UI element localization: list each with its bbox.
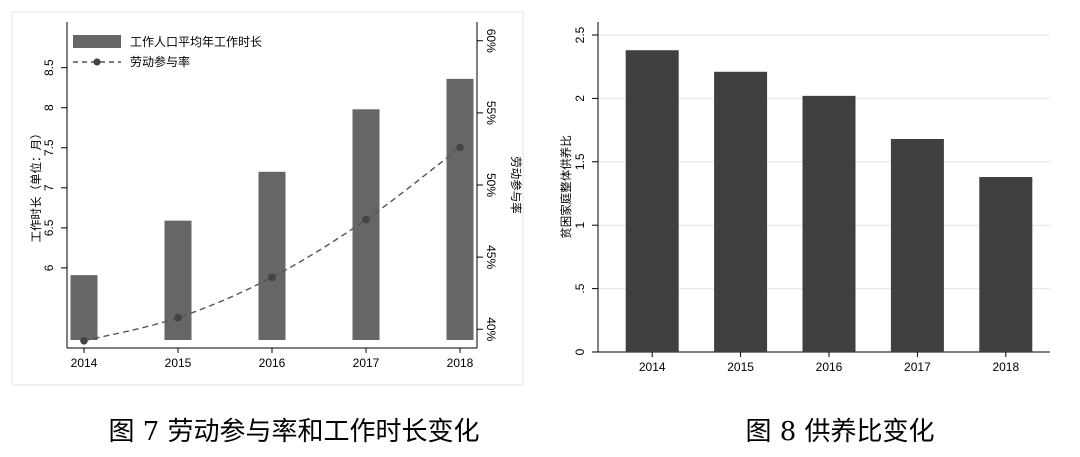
- chart1-ytick-label: 6: [42, 264, 56, 271]
- chart2-bar-2014: [625, 50, 679, 352]
- legend-bar-swatch: [73, 35, 121, 48]
- chart1-frame: [11, 11, 524, 386]
- chart2-x-ticks: 2014 2015 2016 2017 2018: [639, 352, 1019, 374]
- chart1-ytick-label: 6.5: [42, 219, 56, 236]
- chart1-y2tick-label: 45%: [484, 245, 498, 269]
- chart1-point-2016: [268, 273, 276, 282]
- chart2-ytick-label: .5: [573, 283, 587, 293]
- chart1-right-y-ticks: 40% 45% 50% 55% 60%: [477, 29, 498, 342]
- chart1-left-y-ticks: 6 6.5 7 7.5 8 8.5: [42, 59, 67, 271]
- chart1-bars: [70, 78, 474, 340]
- chart2-ytick-label: 1: [573, 222, 587, 229]
- chart1-x-ticks: 2014 2015 2016 2017 2018: [71, 348, 474, 370]
- chart2-xtick-label: 2018: [992, 360, 1019, 374]
- chart1-y2tick-label: 40%: [484, 317, 498, 341]
- chart2-bar-2017: [890, 138, 944, 352]
- chart1-participation-line: [83, 146, 461, 342]
- chart1-bar-2017: [352, 109, 380, 340]
- chart1-bar-2015: [164, 220, 192, 340]
- chart1-y2tick-label: 50%: [484, 173, 498, 197]
- chart1-y2tick-label: 55%: [484, 101, 498, 125]
- chart-labor-participation-and-work-hours: 2014 2015 2016 2017 2018 6 6.5 7 7.5 8 8.5 40% 45%…: [11, 11, 524, 447]
- chart1-bar-2016: [258, 171, 286, 340]
- legend-bar-label: 工作人口平均年工作时长: [130, 35, 262, 49]
- chart1-line-series: [80, 143, 464, 345]
- legend-line-marker: [93, 58, 101, 66]
- legend-line-label: 劳动参与率: [130, 54, 190, 69]
- chart2-ytick-label: 2: [573, 95, 587, 102]
- chart1-ytick-label: 8: [42, 104, 56, 111]
- chart1-xtick-label: 2014: [71, 356, 98, 370]
- chart-dependency-ratio: 2014 2015 2016 2017 2018 0 .5 1 1.5 2 2.5 贫困家庭整体供…: [559, 22, 1050, 447]
- chart1-ytick-label: 7.5: [42, 139, 56, 156]
- chart1-point-2018: [456, 143, 464, 152]
- chart1-ytick-label: 7: [42, 184, 56, 191]
- chart2-y-axis-label: 贫困家庭整体供养比: [559, 135, 573, 239]
- chart1-xtick-label: 2016: [259, 356, 286, 370]
- chart2-xtick-label: 2016: [816, 360, 843, 374]
- chart1-y2tick-label: 60%: [484, 29, 498, 53]
- chart1-bar-2014: [70, 275, 98, 340]
- chart1-xtick-label: 2017: [353, 356, 380, 370]
- chart2-bar-2015: [714, 71, 768, 352]
- chart1-y2-axis-label: 劳动参与率: [509, 156, 523, 214]
- chart1-legend: 工作人口平均年工作时长 劳动参与率: [73, 35, 262, 69]
- chart2-ytick-label: 0: [573, 348, 587, 355]
- chart1-xtick-label: 2018: [447, 356, 474, 370]
- chart1-y-axis-label: 工作时长（单位：月）: [29, 128, 43, 243]
- figure7-caption: 图 7 劳动参与率和工作时长变化: [108, 417, 479, 447]
- figure8-caption: 图 8 供养比变化: [745, 417, 934, 447]
- chart2-bar-2018: [979, 177, 1033, 352]
- chart2-xtick-label: 2014: [639, 360, 666, 374]
- chart2-ytick-label: 2.5: [573, 26, 587, 43]
- chart1-ytick-label: 8.5: [42, 59, 56, 76]
- chart1-point-2015: [174, 313, 182, 322]
- chart1-bar-2018: [446, 78, 474, 340]
- chart2-bar-2016: [802, 95, 856, 352]
- chart2-xtick-label: 2017: [904, 360, 931, 374]
- chart2-xtick-label: 2015: [727, 360, 754, 374]
- chart2-ytick-label: 1.5: [573, 153, 587, 170]
- chart1-xtick-label: 2015: [165, 356, 192, 370]
- chart2-y-ticks: 0 .5 1 1.5 2 2.5: [573, 26, 598, 355]
- chart1-point-2014: [80, 336, 88, 345]
- chart1-point-2017: [362, 215, 370, 224]
- chart2-bars: [625, 50, 1033, 352]
